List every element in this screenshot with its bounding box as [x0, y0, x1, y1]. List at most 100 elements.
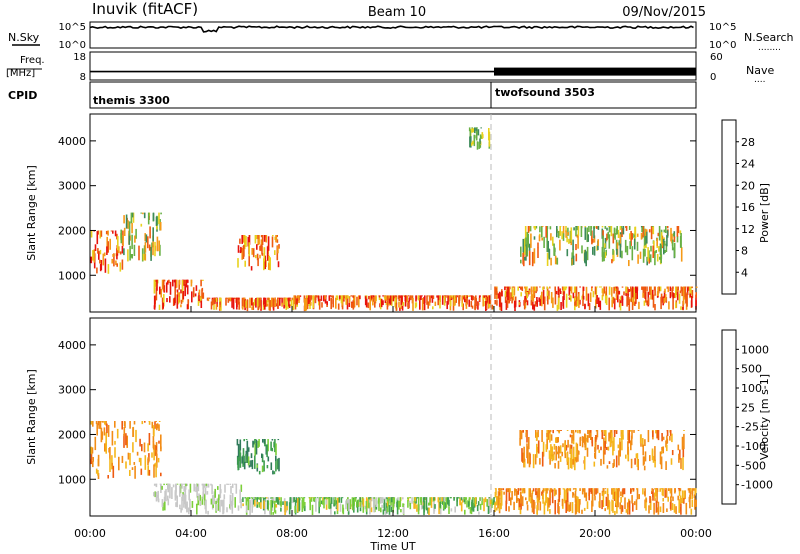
range-cell — [173, 297, 176, 306]
range-cell — [140, 468, 143, 475]
range-cell — [515, 489, 517, 492]
range-cell — [690, 286, 692, 296]
range-cell — [266, 444, 268, 458]
range-cell — [245, 497, 248, 506]
range-cell — [621, 250, 623, 259]
range-cell — [342, 295, 345, 300]
range-cell — [575, 442, 578, 458]
range-cell — [434, 504, 436, 509]
range-cell — [408, 297, 411, 302]
range-cell — [97, 230, 99, 235]
range-cell — [256, 501, 259, 505]
range-cell — [232, 297, 235, 310]
range-cell — [353, 295, 356, 308]
range-cell — [542, 441, 545, 457]
range-cell — [391, 295, 393, 306]
range-cell — [253, 497, 255, 500]
range-cell — [613, 430, 616, 437]
range-cell — [608, 461, 611, 464]
range-cell — [176, 294, 179, 309]
range-cell — [526, 501, 528, 505]
range-cell — [568, 488, 571, 491]
range-cell — [565, 226, 567, 233]
range-cell — [641, 286, 643, 290]
range-cell — [336, 497, 339, 511]
range-cell — [419, 295, 422, 300]
range-cell — [543, 296, 546, 311]
range-cell — [172, 484, 175, 488]
range-cell — [642, 438, 644, 447]
range-cell — [656, 254, 659, 262]
range-cell — [527, 234, 529, 248]
range-cell — [557, 499, 560, 505]
range-cell — [587, 435, 589, 443]
range-cell — [644, 451, 647, 462]
range-cell — [618, 290, 621, 295]
range-cell — [275, 504, 278, 508]
range-cell — [629, 241, 631, 250]
range-cell — [472, 295, 475, 300]
range-cell — [431, 295, 434, 303]
range-cell — [488, 295, 491, 304]
range-cell — [213, 297, 215, 305]
range-cell — [530, 296, 533, 306]
range-cell — [481, 497, 483, 506]
range-cell — [354, 497, 357, 502]
range-cell — [114, 447, 116, 458]
range-cell — [535, 488, 537, 496]
range-cell — [554, 488, 556, 497]
range-cell — [565, 293, 568, 308]
range-cell — [251, 499, 253, 513]
range-cell — [334, 511, 336, 515]
range-cell — [151, 242, 153, 248]
range-cell — [295, 497, 298, 503]
range-cell — [613, 227, 616, 238]
range-cell — [624, 239, 627, 253]
range-cell — [159, 222, 162, 231]
range-cell — [178, 280, 180, 290]
range-cell — [158, 304, 161, 310]
range-cell — [217, 497, 220, 511]
range-cell — [246, 497, 249, 502]
range-cell — [271, 497, 274, 499]
range-cell — [593, 227, 595, 239]
range-cell — [254, 439, 256, 444]
range-cell — [535, 430, 537, 438]
range-cell — [586, 246, 589, 261]
range-cell — [665, 461, 667, 470]
range-cell — [559, 456, 562, 462]
range-cell — [584, 226, 587, 227]
range-cell — [249, 499, 251, 515]
range-cell — [393, 295, 396, 299]
range-cell — [604, 251, 607, 258]
range-cell — [695, 286, 698, 288]
range-cell — [648, 250, 650, 259]
range-cell — [564, 452, 567, 459]
range-cell — [158, 212, 160, 225]
range-cell — [642, 292, 644, 298]
range-cell — [640, 232, 643, 240]
range-cell — [248, 253, 250, 267]
range-cell — [184, 483, 187, 490]
range-cell — [275, 443, 277, 456]
colorbar-tick-label: 28 — [741, 136, 755, 149]
range-cell — [238, 297, 240, 303]
range-cell — [636, 453, 639, 467]
range-cell — [591, 440, 594, 447]
range-cell — [554, 286, 556, 291]
range-cell — [402, 497, 404, 500]
range-cell — [521, 488, 524, 494]
range-cell — [604, 430, 607, 432]
range-cell — [657, 232, 660, 237]
range-cell — [605, 430, 607, 444]
range-cell — [555, 445, 557, 461]
range-cell — [587, 430, 589, 435]
range-cell — [643, 245, 646, 249]
range-cell — [528, 488, 530, 502]
range-cell — [249, 297, 251, 308]
range-cell — [103, 252, 106, 257]
range-cell — [547, 488, 549, 491]
range-cell — [251, 248, 253, 255]
range-cell — [683, 433, 685, 450]
range-cell — [682, 457, 684, 471]
